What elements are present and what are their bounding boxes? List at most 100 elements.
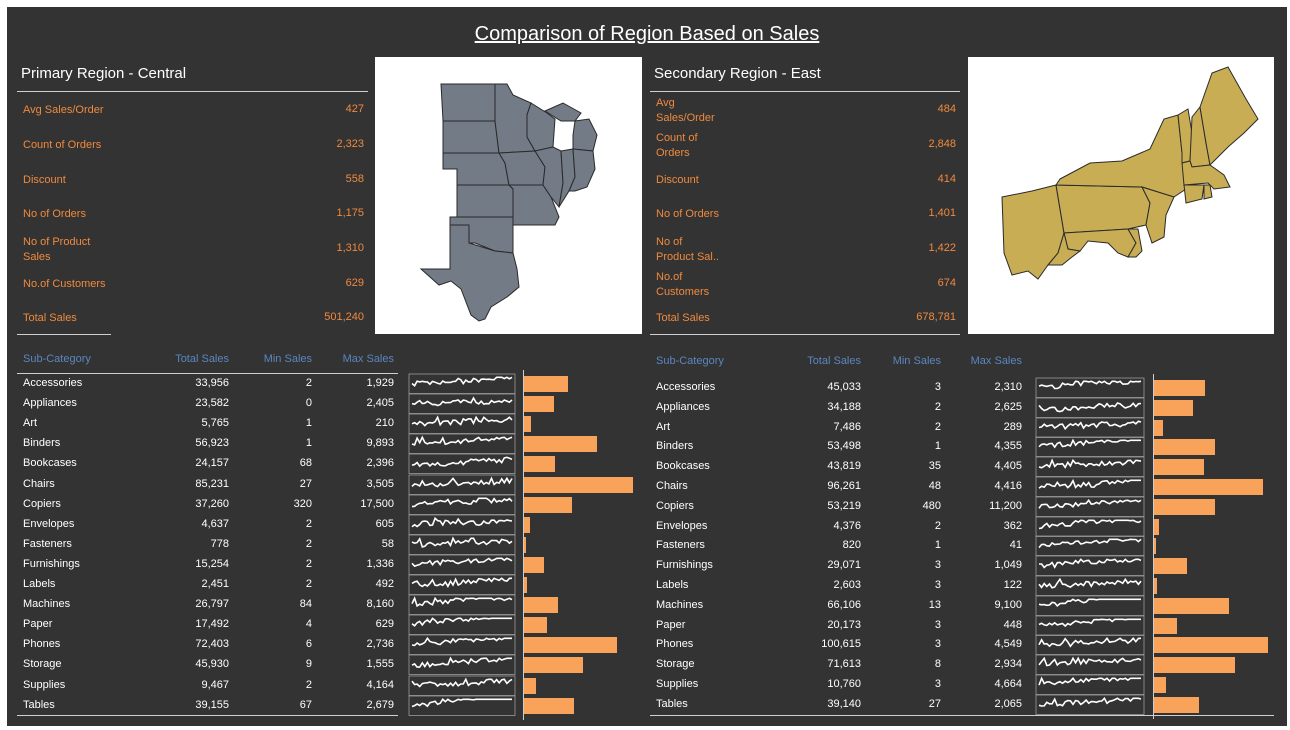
central-row-total-sales: 56,923 — [195, 437, 229, 450]
east-row-sales-trend-sparkline — [1035, 674, 1145, 695]
east-row-total-sales: 7,486 — [833, 420, 861, 433]
east-kpi-value: 2,848 — [928, 138, 956, 150]
east-row-max-sales: 4,549 — [994, 638, 1022, 651]
central-states-map-icon — [419, 83, 598, 322]
south-dakota-shape — [442, 120, 500, 154]
central-row-total-sales-bar[interactable] — [524, 597, 559, 614]
central-kpi-value: 501,240 — [324, 311, 364, 323]
central-row-max-sales: 492 — [375, 578, 394, 590]
central-row-min-sales: 4 — [305, 618, 312, 631]
connecticut-shape — [1183, 184, 1205, 204]
east-kpi-label: Total Sales — [656, 312, 710, 324]
north-dakota-shape — [440, 83, 496, 122]
east-row-min-sales: 2 — [934, 519, 941, 532]
east-row-total-sales-bar[interactable] — [1154, 498, 1215, 515]
east-row-total-sales-bar[interactable] — [1154, 677, 1167, 693]
central-row-total-sales-bar[interactable] — [524, 376, 568, 392]
new-york-shape — [1055, 114, 1187, 198]
east-row-max-sales: 289 — [1003, 420, 1022, 433]
central-kpi-label: Avg Sales/Order — [23, 104, 104, 116]
central-row-sales-trend-sparkline — [408, 393, 516, 414]
central-row-total-sales-bar[interactable] — [524, 677, 537, 694]
central-row-total-sales-bar[interactable] — [524, 456, 555, 473]
central-row-total-sales-bar[interactable] — [524, 476, 634, 493]
east-row-max-sales: 448 — [1003, 618, 1022, 631]
east-row-min-sales: 48 — [928, 480, 941, 492]
east-row-total-sales-bar[interactable] — [1154, 637, 1269, 654]
central-row-total-sales: 24,157 — [195, 457, 229, 470]
east-row-total-sales-bar[interactable] — [1154, 597, 1230, 614]
central-row-min-sales: 1 — [305, 417, 312, 430]
east-row-total-sales-bar[interactable] — [1154, 518, 1159, 535]
east-row-sales-trend-sparkline — [1035, 397, 1145, 418]
east-row-max-sales: 11,200 — [989, 499, 1022, 512]
central-row-max-sales: 2,736 — [366, 638, 394, 651]
rhode-island-shape — [1203, 184, 1213, 200]
east-row-total-sales-bar[interactable] — [1154, 459, 1204, 476]
central-row-min-sales: 1 — [305, 437, 312, 450]
central-row-max-sales: 58 — [381, 537, 394, 550]
central-row-total-sales: 778 — [210, 537, 229, 550]
east-row-total-sales-bar[interactable] — [1154, 696, 1199, 713]
central-row-category: Fasteners — [23, 537, 72, 550]
east-row-sales-trend-sparkline — [1035, 496, 1145, 517]
central-row-total-sales-bar[interactable] — [524, 577, 528, 593]
central-row-total-sales-bar[interactable] — [524, 516, 530, 533]
central-row-min-sales: 2 — [305, 517, 312, 530]
east-row-total-sales-bar[interactable] — [1154, 617, 1177, 634]
central-region-map[interactable] — [375, 57, 642, 334]
east-header-total-sales: Total Sales — [807, 355, 861, 367]
central-header-total-sales: Total Sales — [175, 353, 229, 365]
central-row-category: Paper — [23, 618, 53, 631]
east-row-sales-trend-sparkline — [1035, 417, 1145, 438]
ohio-shape — [1001, 184, 1065, 280]
east-kpi-value: 484 — [937, 103, 956, 115]
east-row-min-sales: 3 — [934, 559, 941, 572]
east-kpi-label: No of Product Sal.. — [656, 235, 719, 263]
east-row-min-sales: 3 — [934, 381, 941, 393]
east-row-total-sales: 20,173 — [827, 618, 861, 631]
central-kpi-value: 1,175 — [336, 207, 364, 219]
central-row-total-sales-bar[interactable] — [524, 396, 555, 413]
central-row-total-sales-bar[interactable] — [524, 416, 532, 433]
central-row-total-sales-bar[interactable] — [524, 536, 526, 553]
east-row-max-sales: 2,065 — [994, 697, 1022, 710]
east-row-category: Storage — [656, 658, 695, 671]
central-row-total-sales-bar[interactable] — [524, 637, 617, 654]
central-row-max-sales: 1,929 — [366, 377, 394, 389]
central-row-max-sales: 2,396 — [366, 457, 394, 470]
east-region-map[interactable] — [968, 57, 1274, 334]
central-row-total-sales-bar[interactable] — [524, 617, 547, 634]
central-row-total-sales-bar[interactable] — [524, 657, 583, 674]
central-row-total-sales-bar[interactable] — [524, 496, 572, 513]
central-row-total-sales: 5,765 — [201, 417, 229, 430]
east-row-category: Chairs — [656, 480, 688, 492]
east-row-total-sales: 53,219 — [827, 499, 861, 512]
central-row-total-sales-bar[interactable] — [524, 436, 598, 453]
east-row-sales-trend-sparkline — [1035, 654, 1145, 676]
east-row-total-sales-bar[interactable] — [1154, 479, 1264, 495]
central-row-category: Art — [23, 417, 38, 430]
east-row-max-sales: 122 — [1003, 579, 1022, 591]
east-row-total-sales-bar[interactable] — [1154, 578, 1157, 594]
east-row-total-sales-bar[interactable] — [1154, 538, 1156, 555]
central-row-sales-trend-sparkline — [408, 634, 516, 656]
east-row-total-sales-bar[interactable] — [1154, 558, 1187, 575]
central-row-total-sales-bar[interactable] — [524, 556, 544, 573]
central-row-sales-trend-sparkline — [408, 654, 516, 676]
central-row-total-sales-bar[interactable] — [524, 697, 575, 714]
central-row-max-sales: 3,505 — [366, 477, 394, 490]
east-row-total-sales-bar[interactable] — [1154, 439, 1215, 456]
central-row-category: Supplies — [23, 678, 66, 691]
east-row-total-sales: 66,106 — [827, 598, 861, 611]
central-row-category: Accessories — [23, 377, 83, 389]
central-kpi-label: No of Orders — [23, 208, 86, 220]
east-row-total-sales-bar[interactable] — [1154, 399, 1193, 416]
east-row-min-sales: 13 — [928, 598, 941, 611]
east-row-total-sales-bar[interactable] — [1154, 419, 1163, 436]
east-row-total-sales-bar[interactable] — [1154, 657, 1236, 674]
east-row-total-sales: 71,613 — [827, 658, 861, 671]
central-row-sales-trend-sparkline — [408, 534, 516, 555]
east-row-total-sales-bar[interactable] — [1154, 380, 1206, 396]
central-row-total-sales: 4,637 — [201, 517, 229, 530]
